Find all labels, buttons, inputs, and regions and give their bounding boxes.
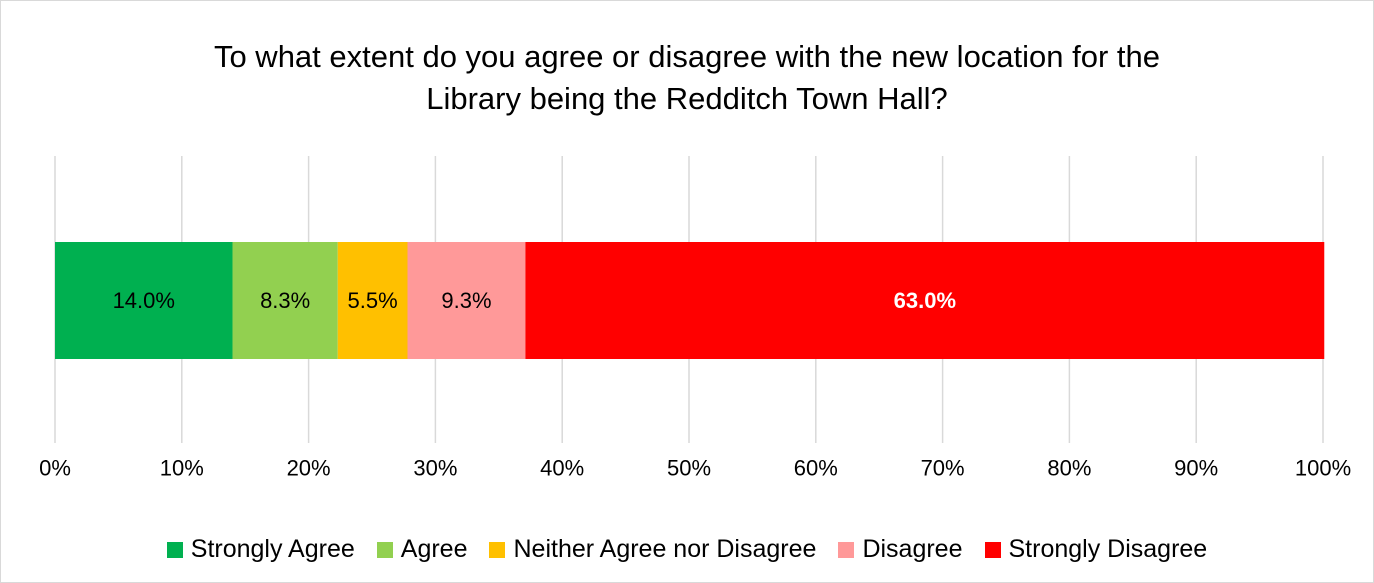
legend-item-disagree: Disagree [838,535,963,564]
x-tick-label: 20% [287,456,331,481]
x-tick-label: 40% [540,456,584,481]
x-tick-label: 10% [160,456,204,481]
bar-segments [55,242,1325,359]
chart-title-line-1: To what extent do you agree or disagree … [213,39,1161,74]
legend-label: Strongly Disagree [1008,535,1208,563]
x-tick-label: 50% [667,456,711,481]
x-tick-label: 90% [1174,456,1218,481]
legend-item-strongly-agree: Strongly Agree [166,535,355,564]
x-tick-label: 0% [39,456,71,481]
legend-label: Agree [400,535,468,563]
bar-segment-disagree [407,242,526,359]
legend-swatch [166,541,183,558]
x-tick-label: 70% [921,456,965,481]
x-axis-tick-labels: 0% 10% 20% 30% 40% 50% 60% 70% 80% 90% 100% [39,456,1351,481]
legend-swatch [984,541,1001,558]
bar-segment-strongly-agree [55,242,233,359]
x-tick-label: 100% [1295,456,1351,481]
legend-item-strongly-disagree: Strongly Disagree [984,535,1208,564]
bar-segment-agree [232,242,338,359]
legend-label: Strongly Agree [190,535,355,563]
legend-label: Disagree [862,535,963,563]
data-label-strongly-agree: 14.0% [113,288,175,313]
x-tick-label: 80% [1047,456,1091,481]
data-label-disagree: 9.3% [441,288,491,313]
bar-segment-neither-agree-nor-disagree [337,242,408,359]
data-label-strongly-disagree: 63.0% [894,288,956,313]
chart-title-line-2: Library being the Redditch Town Hall? [426,81,948,116]
legend-item-neither-agree-nor-disagree: Neither Agree nor Disagree [489,535,816,564]
legend-swatch [489,541,506,558]
x-tick-label: 30% [413,456,457,481]
bar-segment-strongly-disagree [525,242,1325,359]
legend-label: Neither Agree nor Disagree [513,535,817,563]
data-label-agree: 8.3% [260,288,310,313]
legend-swatch [838,541,855,558]
legend: Strongly Agree Agree Neither Agree nor Dis… [0,535,1374,564]
x-tick-label: 60% [794,456,838,481]
chart-title: To what extent do you agree or disagree … [0,36,1374,120]
data-label-neither-agree-nor-disagree: 5.5% [348,288,398,313]
legend-item-agree: Agree [376,535,468,564]
bar-labels: 14.0% 8.3% 5.5% 9.3% 63.0% [113,288,956,313]
legend-swatch [376,541,393,558]
